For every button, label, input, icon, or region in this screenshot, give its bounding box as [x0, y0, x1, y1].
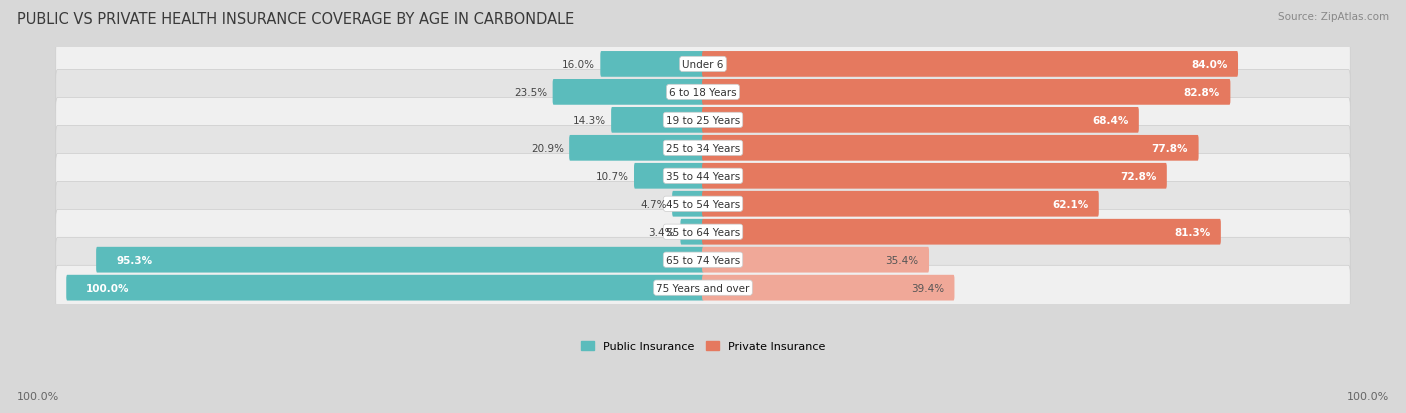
Text: PUBLIC VS PRIVATE HEALTH INSURANCE COVERAGE BY AGE IN CARBONDALE: PUBLIC VS PRIVATE HEALTH INSURANCE COVER…: [17, 12, 574, 27]
Text: 100.0%: 100.0%: [17, 391, 59, 401]
FancyBboxPatch shape: [702, 191, 1098, 217]
FancyBboxPatch shape: [66, 275, 704, 301]
Legend: Public Insurance, Private Insurance: Public Insurance, Private Insurance: [576, 336, 830, 356]
Text: 100.0%: 100.0%: [86, 283, 129, 293]
FancyBboxPatch shape: [702, 219, 1220, 245]
FancyBboxPatch shape: [56, 266, 1350, 310]
Text: 55 to 64 Years: 55 to 64 Years: [666, 227, 740, 237]
Text: Under 6: Under 6: [682, 60, 724, 70]
Text: 6 to 18 Years: 6 to 18 Years: [669, 88, 737, 97]
FancyBboxPatch shape: [681, 219, 704, 245]
Text: 14.3%: 14.3%: [572, 116, 606, 126]
Text: 4.7%: 4.7%: [640, 199, 666, 209]
FancyBboxPatch shape: [96, 247, 704, 273]
Text: 39.4%: 39.4%: [911, 283, 943, 293]
Text: 75 Years and over: 75 Years and over: [657, 283, 749, 293]
Text: Source: ZipAtlas.com: Source: ZipAtlas.com: [1278, 12, 1389, 22]
FancyBboxPatch shape: [634, 164, 704, 189]
FancyBboxPatch shape: [56, 43, 1350, 87]
Text: 19 to 25 Years: 19 to 25 Years: [666, 116, 740, 126]
FancyBboxPatch shape: [56, 126, 1350, 171]
FancyBboxPatch shape: [702, 275, 955, 301]
FancyBboxPatch shape: [702, 247, 929, 273]
Text: 77.8%: 77.8%: [1152, 143, 1188, 154]
FancyBboxPatch shape: [702, 164, 1167, 189]
FancyBboxPatch shape: [672, 191, 704, 217]
FancyBboxPatch shape: [56, 210, 1350, 254]
Text: 95.3%: 95.3%: [117, 255, 152, 265]
FancyBboxPatch shape: [600, 52, 704, 78]
FancyBboxPatch shape: [569, 135, 704, 161]
FancyBboxPatch shape: [56, 98, 1350, 143]
Text: 45 to 54 Years: 45 to 54 Years: [666, 199, 740, 209]
FancyBboxPatch shape: [702, 52, 1239, 78]
Text: 81.3%: 81.3%: [1174, 227, 1211, 237]
Text: 35.4%: 35.4%: [886, 255, 918, 265]
Text: 3.4%: 3.4%: [648, 227, 675, 237]
Text: 72.8%: 72.8%: [1121, 171, 1156, 181]
Text: 16.0%: 16.0%: [562, 60, 595, 70]
Text: 62.1%: 62.1%: [1052, 199, 1088, 209]
FancyBboxPatch shape: [702, 80, 1230, 105]
FancyBboxPatch shape: [56, 182, 1350, 227]
Text: 25 to 34 Years: 25 to 34 Years: [666, 143, 740, 154]
FancyBboxPatch shape: [612, 108, 704, 133]
FancyBboxPatch shape: [56, 238, 1350, 282]
Text: 100.0%: 100.0%: [1347, 391, 1389, 401]
FancyBboxPatch shape: [702, 108, 1139, 133]
FancyBboxPatch shape: [553, 80, 704, 105]
Text: 65 to 74 Years: 65 to 74 Years: [666, 255, 740, 265]
FancyBboxPatch shape: [56, 70, 1350, 115]
Text: 68.4%: 68.4%: [1092, 116, 1129, 126]
FancyBboxPatch shape: [56, 154, 1350, 199]
FancyBboxPatch shape: [702, 135, 1198, 161]
Text: 23.5%: 23.5%: [515, 88, 547, 97]
Text: 20.9%: 20.9%: [530, 143, 564, 154]
Text: 84.0%: 84.0%: [1191, 60, 1227, 70]
Text: 10.7%: 10.7%: [596, 171, 628, 181]
Text: 82.8%: 82.8%: [1184, 88, 1220, 97]
Text: 35 to 44 Years: 35 to 44 Years: [666, 171, 740, 181]
